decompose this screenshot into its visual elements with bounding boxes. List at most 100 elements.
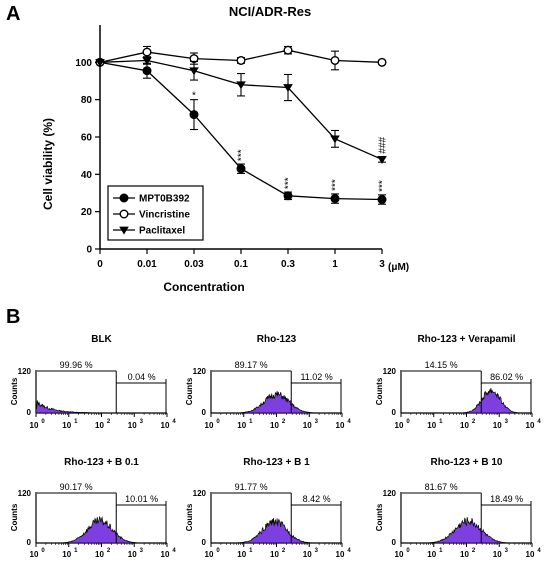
y-tick-label: 100 <box>75 58 92 69</box>
tick-exponent: 0 <box>41 419 45 425</box>
y-tick-label: 0 <box>27 538 32 547</box>
significance-mark: * <box>192 91 196 102</box>
y-tick-label: 0 <box>392 408 397 417</box>
data-point <box>95 58 105 67</box>
tick-exponent: 2 <box>282 548 286 554</box>
y-tick-label: 0 <box>202 408 207 417</box>
y-axis-label: Counts <box>375 377 384 405</box>
data-point <box>236 55 246 65</box>
x-tick-label: 1 <box>332 259 338 270</box>
x-tick-label: 10 3 <box>128 419 144 430</box>
tick-exponent: 3 <box>140 548 144 554</box>
tick-base: 10 <box>427 550 436 559</box>
x-tick-label: 10 2 <box>460 419 476 430</box>
data-point <box>119 209 129 219</box>
tick-exponent: 2 <box>107 419 111 425</box>
tick-base: 10 <box>395 550 404 559</box>
tick-base: 10 <box>62 421 71 430</box>
tick-exponent: 3 <box>505 548 509 554</box>
tick-exponent: 0 <box>216 548 220 554</box>
histogram-area <box>211 517 342 544</box>
tick-base: 10 <box>30 421 39 430</box>
y-tick-label: 0 <box>86 245 92 256</box>
gate-right-percent: 0.04 % <box>128 372 156 382</box>
tick-exponent: 4 <box>537 548 541 554</box>
tick-base: 10 <box>336 550 345 559</box>
tick-base: 10 <box>270 421 279 430</box>
series-vincristine <box>95 45 387 71</box>
x-tick-label: 10 3 <box>493 548 509 559</box>
chart-a-ylabel: Cell viability (%) <box>41 118 55 210</box>
gate-left-percent: 91.77 % <box>235 482 268 492</box>
histogram-title: Rho-123 + B 10 <box>431 457 503 468</box>
tick-base: 10 <box>62 550 71 559</box>
tick-base: 10 <box>205 421 214 430</box>
tick-exponent: 3 <box>505 419 509 425</box>
data-point <box>330 135 340 144</box>
gate-right-percent: 18.49 % <box>490 494 523 504</box>
x-tick-label: 10 1 <box>237 548 253 559</box>
tick-exponent: 0 <box>41 548 45 554</box>
gate-left-percent: 14.15 % <box>425 360 458 370</box>
y-tick-label: 0 <box>392 538 397 547</box>
y-axis-label: Counts <box>10 503 19 531</box>
tick-exponent: 1 <box>74 419 78 425</box>
y-tick-label: 120 <box>383 489 397 498</box>
tick-exponent: 2 <box>282 419 286 425</box>
data-point <box>142 57 152 66</box>
y-tick-label: 0 <box>202 538 207 547</box>
tick-base: 10 <box>237 421 246 430</box>
panel-a-letter: A <box>6 3 20 25</box>
data-point <box>119 193 129 203</box>
data-point <box>236 81 246 90</box>
histogram-area <box>401 517 532 544</box>
x-tick-label: 10 4 <box>526 419 542 430</box>
x-tick-label: 3 <box>379 259 385 270</box>
y-tick-label: 80 <box>81 95 93 106</box>
x-tick-label: 10 3 <box>303 548 319 559</box>
x-tick-label: 10 4 <box>336 419 352 430</box>
legend-entry: Vincristine <box>139 210 190 221</box>
data-point <box>189 67 199 76</box>
data-point <box>283 84 293 93</box>
tick-exponent: 4 <box>172 419 176 425</box>
x-tick-label: 0.3 <box>281 259 295 270</box>
tick-base: 10 <box>493 550 502 559</box>
x-tick-label: 10 0 <box>30 548 46 559</box>
gate-left-percent: 90.17 % <box>60 482 93 492</box>
x-tick-label: 10 1 <box>62 419 78 430</box>
y-axis-label: Counts <box>10 377 19 405</box>
tick-base: 10 <box>460 421 469 430</box>
tick-exponent: 1 <box>249 419 253 425</box>
x-tick-label: 10 1 <box>427 419 443 430</box>
x-tick-label: 10 4 <box>161 419 177 430</box>
x-tick-label: 10 4 <box>526 548 542 559</box>
tick-base: 10 <box>395 421 404 430</box>
tick-exponent: 3 <box>315 548 319 554</box>
x-tick-label: 0.01 <box>137 259 157 270</box>
x-tick-label: 10 2 <box>270 419 286 430</box>
x-tick-label: 10 2 <box>460 548 476 559</box>
tick-base: 10 <box>303 550 312 559</box>
y-tick-label: 120 <box>18 367 32 376</box>
tick-base: 10 <box>95 421 104 430</box>
histogram-area <box>35 400 167 414</box>
tick-exponent: 4 <box>347 548 351 554</box>
y-tick-label: 0 <box>27 408 32 417</box>
tick-base: 10 <box>161 421 170 430</box>
histogram-title: Rho-123 + Verapamil <box>417 334 515 345</box>
x-tick-label: 10 4 <box>161 548 177 559</box>
tick-base: 10 <box>526 421 535 430</box>
chart-a-title: NCI/ADR-Res <box>229 4 311 19</box>
data-point <box>377 195 387 205</box>
data-point <box>377 156 387 164</box>
data-point <box>189 110 199 120</box>
chart-a-xlabel: Concentration <box>163 280 244 294</box>
x-tick-label: 10 1 <box>62 548 78 559</box>
tick-exponent: 1 <box>439 548 443 554</box>
